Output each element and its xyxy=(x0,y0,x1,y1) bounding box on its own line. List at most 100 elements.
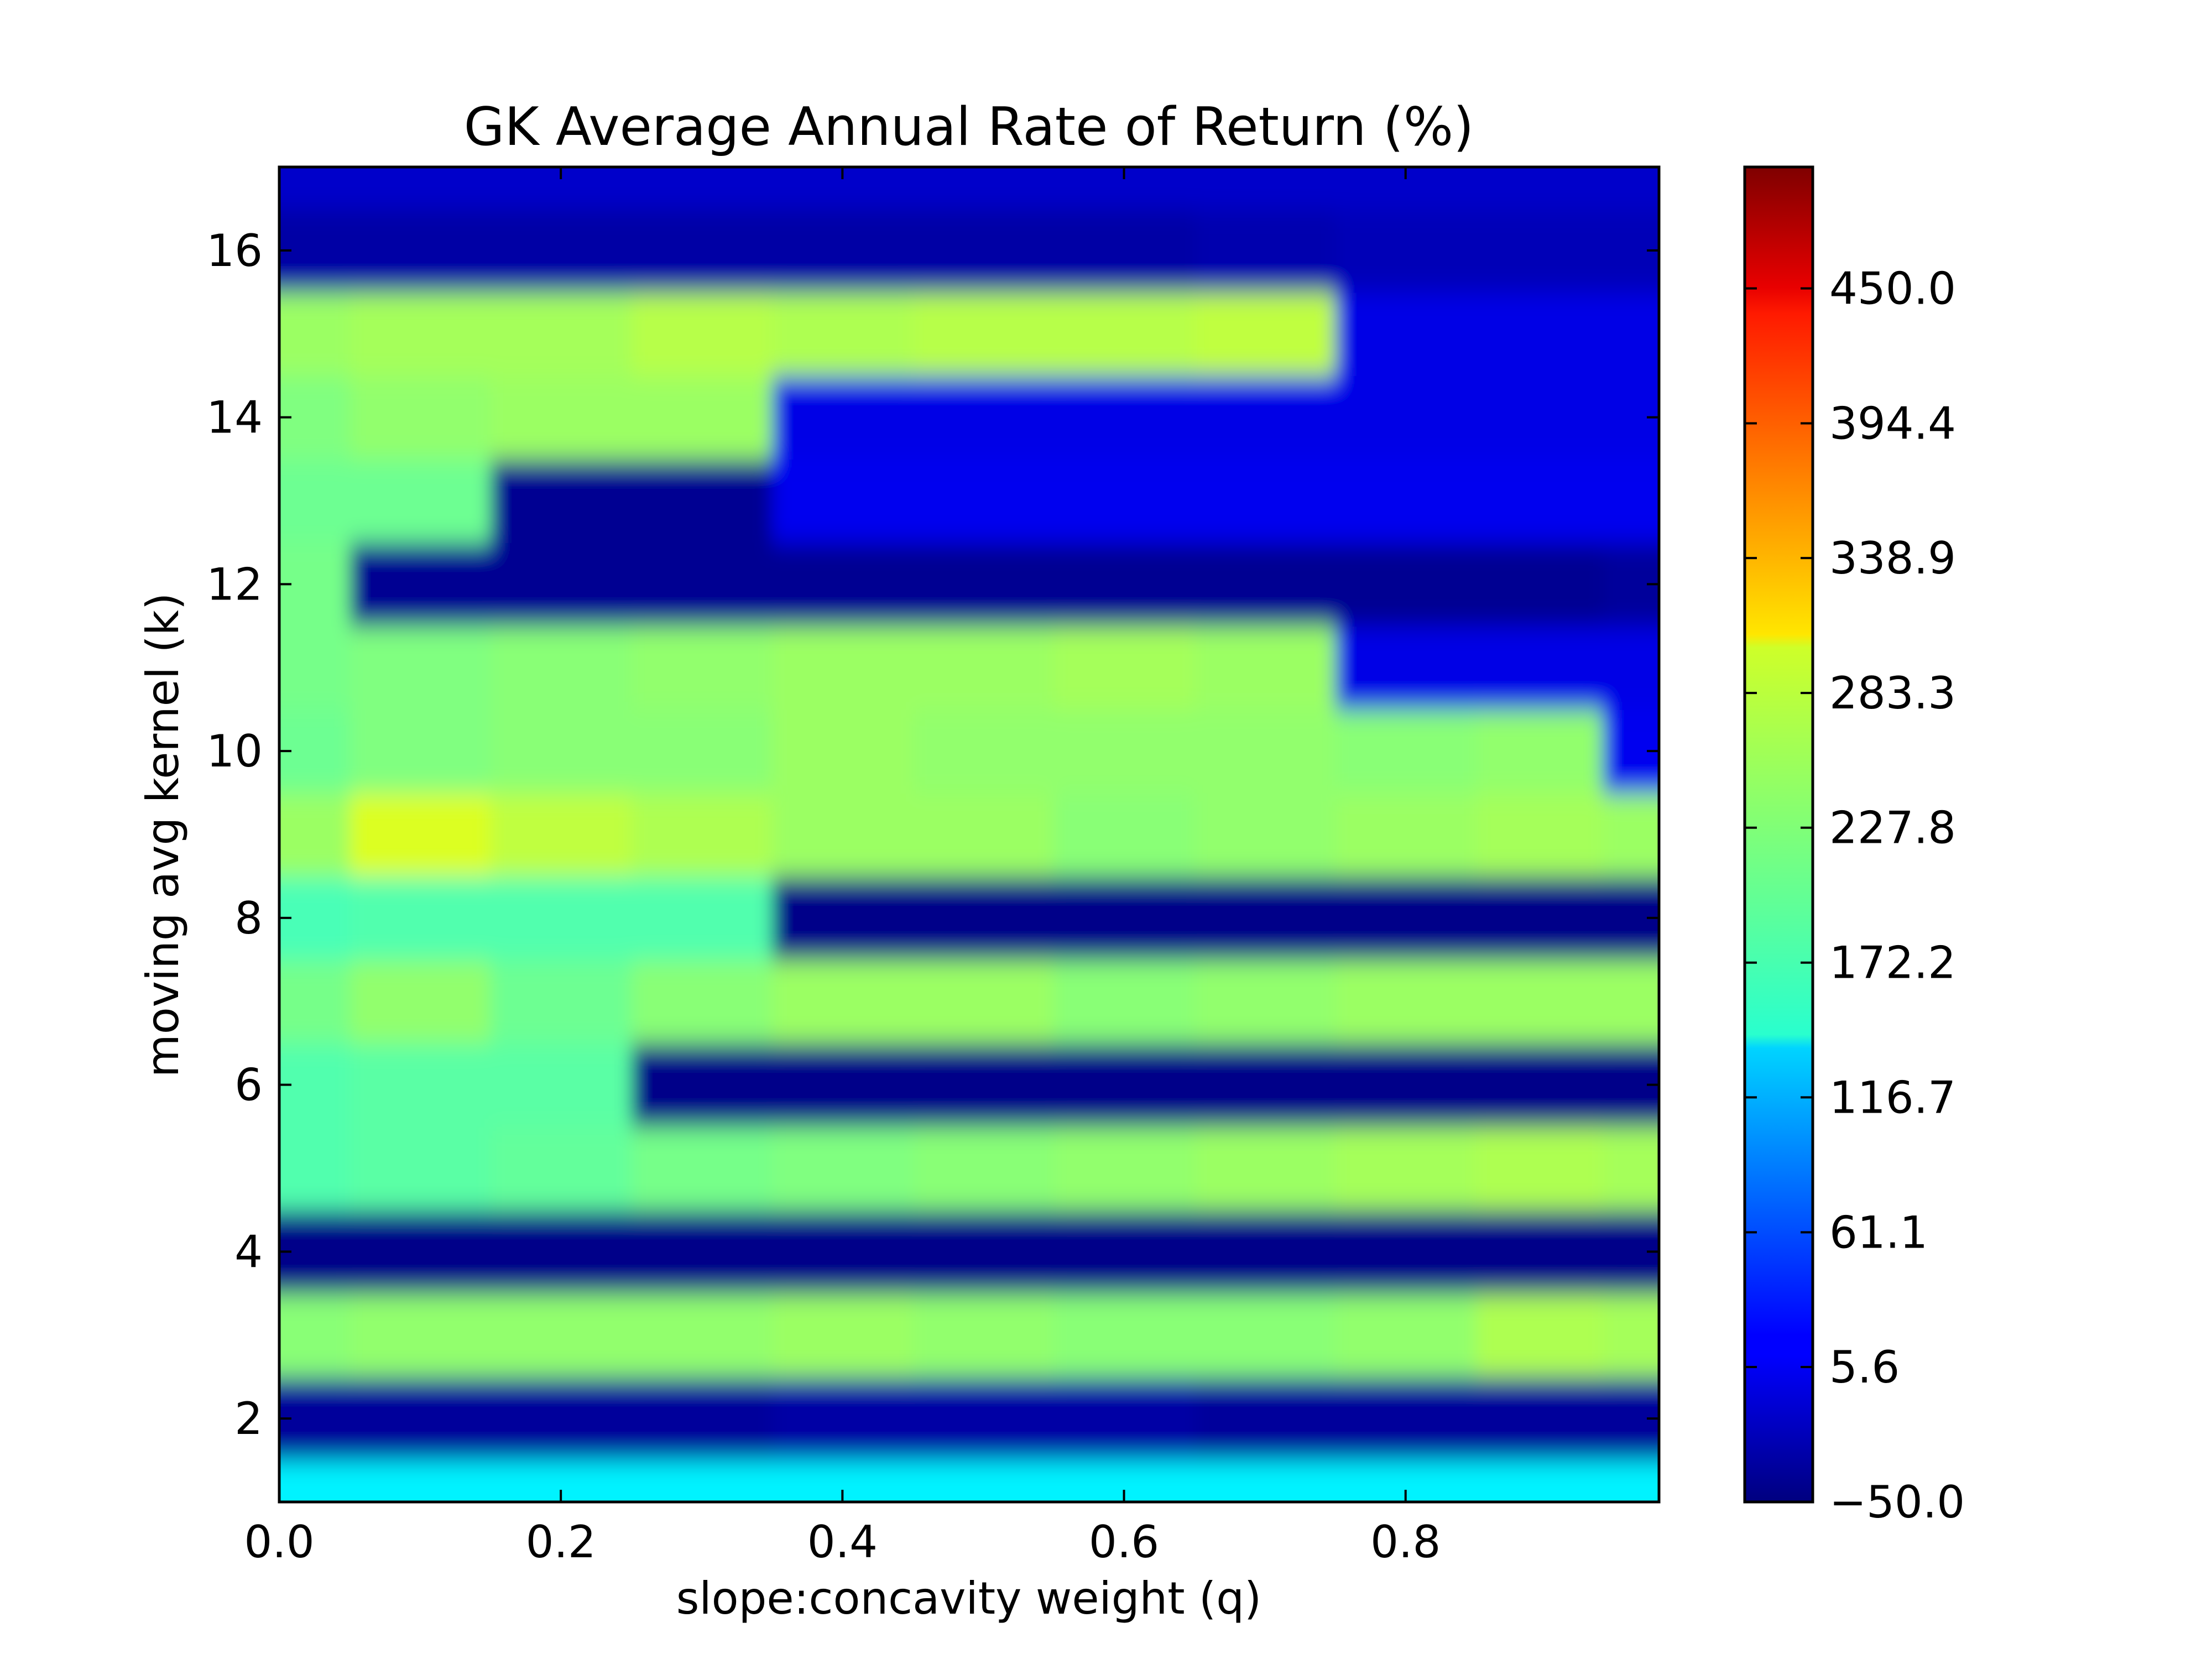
heatmap-cell xyxy=(1603,1209,1659,1294)
heatmap-cell xyxy=(772,959,914,1044)
heatmap-cell xyxy=(1603,167,1659,210)
heatmap-cell xyxy=(772,1126,914,1211)
heatmap-cell xyxy=(1603,1376,1659,1461)
heatmap-cell xyxy=(1335,1293,1477,1378)
heatmap-cell xyxy=(1194,459,1336,543)
heatmap-cell xyxy=(631,1376,773,1461)
heatmap-cell xyxy=(1476,1376,1604,1461)
x-tick-label: 0.4 xyxy=(807,1516,878,1568)
heatmap-cell xyxy=(1335,1209,1477,1294)
y-tick-label: 4 xyxy=(234,1226,263,1277)
heatmap-cell xyxy=(1476,459,1604,543)
heatmap-cell xyxy=(912,542,1055,627)
heatmap-cell xyxy=(1476,1293,1604,1378)
y-tick-label: 8 xyxy=(234,893,263,944)
x-axis: 0.0 0.2 0.4 0.6 0.8 xyxy=(244,167,1441,1568)
heatmap-cell xyxy=(490,792,632,877)
y-tick-label: 6 xyxy=(234,1060,263,1111)
heatmap-cell xyxy=(631,292,773,377)
heatmap-cell xyxy=(1335,792,1477,877)
heatmap-cell xyxy=(490,542,632,627)
heatmap-cell xyxy=(1194,292,1336,377)
heatmap-cell xyxy=(490,876,632,961)
heatmap-cell xyxy=(1476,792,1604,877)
heatmap-cell xyxy=(631,959,773,1044)
heatmap-cell xyxy=(490,1376,632,1461)
heatmap-cell xyxy=(1476,876,1604,961)
heatmap-cell xyxy=(1335,1376,1477,1461)
heatmap-cell xyxy=(1603,1460,1659,1502)
heatmap-cell xyxy=(279,959,351,1044)
heatmap-cell xyxy=(1476,375,1604,460)
colorbar xyxy=(1743,165,1814,1504)
heatmap-cell xyxy=(490,459,632,543)
x-axis-label: slope:concavity weight (q) xyxy=(676,1573,1262,1624)
heatmap-cell xyxy=(1194,375,1336,460)
heatmap-cell xyxy=(349,1209,491,1294)
y-tick-label: 2 xyxy=(234,1393,263,1444)
heatmap-cell xyxy=(1053,792,1195,877)
heatmap-cell xyxy=(1194,792,1336,877)
heatmap-cell xyxy=(1603,208,1659,293)
heatmap-cell xyxy=(1603,1043,1659,1128)
heatmap-cell xyxy=(912,1043,1055,1128)
heatmap-cell xyxy=(490,1126,632,1211)
heatmap-cell xyxy=(1194,208,1336,293)
heatmap-cell xyxy=(279,459,351,543)
heatmap-cell xyxy=(490,709,632,794)
heatmap-cell xyxy=(631,1126,773,1211)
heatmap-cell xyxy=(1476,709,1604,794)
heatmap-cell xyxy=(1194,167,1336,210)
heatmap-cell xyxy=(279,292,351,377)
heatmap-cell xyxy=(1194,1043,1336,1128)
heatmap-cell xyxy=(772,1293,914,1378)
heatmap-cell xyxy=(1476,1460,1604,1502)
heatmap-cell xyxy=(349,876,491,961)
heatmap-cell xyxy=(1053,1043,1195,1128)
colorbar-ticks: −50.0 5.6 61.1 116.7 172.2 227.8 283.3 338.9 394… xyxy=(1745,263,1965,1528)
heatmap-cell xyxy=(912,167,1055,210)
heatmap-cell xyxy=(1603,625,1659,710)
heatmap-cell xyxy=(912,959,1055,1044)
y-tick-label: 12 xyxy=(206,559,263,610)
heatmap-cell xyxy=(1476,208,1604,293)
heatmap-cell xyxy=(1053,542,1195,627)
heatmap-cell xyxy=(1335,625,1477,710)
heatmap-cell xyxy=(1194,1209,1336,1294)
heatmap-cell xyxy=(772,1376,914,1461)
heatmap-cell xyxy=(1476,959,1604,1044)
heatmap-cell xyxy=(1476,1209,1604,1294)
heatmap-cell xyxy=(1194,542,1336,627)
heatmap-cell xyxy=(912,292,1055,377)
heatmap-cells xyxy=(279,167,1659,1502)
heatmap-cell xyxy=(1053,1126,1195,1211)
x-tick-label: 0.8 xyxy=(1370,1516,1441,1568)
heatmap-cell xyxy=(349,375,491,460)
heatmap-cell xyxy=(1194,709,1336,794)
heatmap-cell xyxy=(349,959,491,1044)
heatmap-cell xyxy=(1476,1126,1604,1211)
heatmap-cell xyxy=(1194,1376,1336,1461)
heatmap-cell xyxy=(1053,625,1195,710)
colorbar-tick-label: 227.8 xyxy=(1829,802,1956,854)
colorbar-tick-label: 61.1 xyxy=(1829,1207,1928,1258)
heatmap-cell xyxy=(490,625,632,710)
heatmap-cell xyxy=(279,792,351,877)
heatmap-cell xyxy=(1603,792,1659,877)
heatmap-cell xyxy=(631,1209,773,1294)
heatmap-cell xyxy=(349,709,491,794)
heatmap-cell xyxy=(772,792,914,877)
heatmap-cell xyxy=(772,625,914,710)
plot-frame xyxy=(278,165,1661,1504)
x-tick-label: 0.2 xyxy=(526,1516,596,1568)
heatmap-cell xyxy=(772,709,914,794)
heatmap-cell xyxy=(1603,1126,1659,1211)
heatmap-cell xyxy=(349,167,491,210)
heatmap-cell xyxy=(349,208,491,293)
heatmap-cell xyxy=(1476,292,1604,377)
heatmap-cell xyxy=(772,876,914,961)
heatmap-cell xyxy=(1603,375,1659,460)
heatmap-cell xyxy=(912,1209,1055,1294)
heatmap-cell xyxy=(912,625,1055,710)
